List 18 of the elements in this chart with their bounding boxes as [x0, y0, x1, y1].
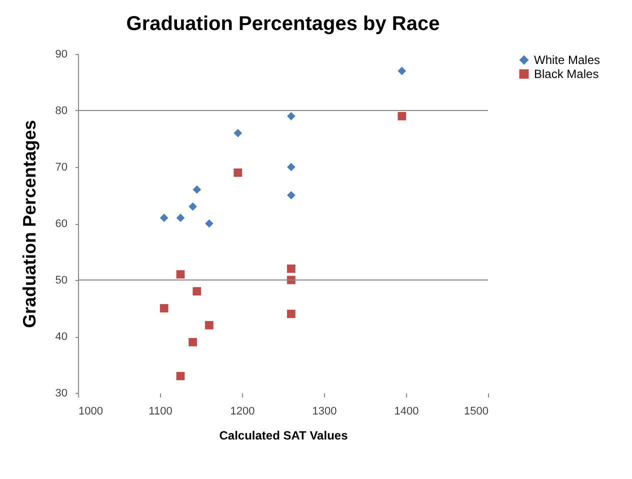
x-tick-label: 1500: [464, 406, 488, 418]
x-axis-title: Calculated SAT Values: [219, 428, 348, 442]
y-tick-label: 90: [55, 48, 68, 60]
legend-label: Black Males: [534, 67, 599, 81]
y-tick-label: 40: [55, 331, 68, 343]
y-tick-label: 50: [55, 274, 68, 286]
x-tick-label: 1200: [230, 406, 255, 418]
y-tick-label: 60: [55, 218, 68, 230]
x-tick-label: 1000: [78, 406, 103, 418]
x-tick-label: 1400: [394, 406, 419, 418]
y-tick-label: 70: [55, 162, 68, 174]
x-tick-label: 1300: [312, 406, 337, 418]
y-axis-title: Graduation Percentages: [19, 120, 40, 328]
x-tick-label: 1100: [148, 406, 172, 418]
legend-label: White Males: [534, 53, 600, 67]
y-tick-label: 30: [55, 388, 68, 400]
y-tick-label: 80: [55, 105, 68, 117]
chart-title: Graduation Percentages by Race: [126, 13, 440, 35]
